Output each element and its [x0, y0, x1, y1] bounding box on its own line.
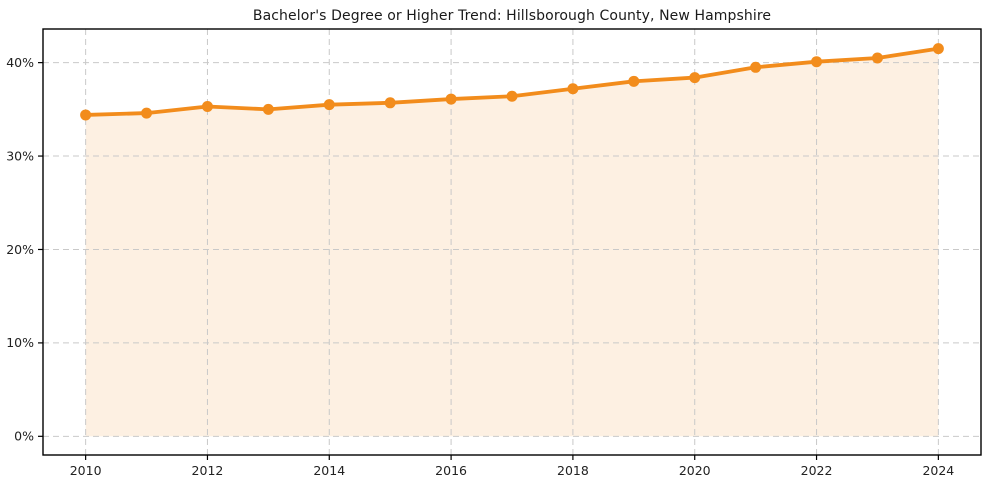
y-tick-label: 40%: [6, 55, 34, 70]
data-point: [871, 52, 883, 64]
x-tick-label: 2024: [922, 463, 954, 478]
x-tick-label: 2020: [679, 463, 711, 478]
data-point: [141, 107, 153, 119]
data-point: [201, 101, 213, 113]
data-point: [323, 99, 335, 111]
x-tick-label: 2018: [557, 463, 589, 478]
data-point: [506, 90, 518, 102]
y-tick-label: 30%: [6, 148, 34, 163]
plot-border: [42, 28, 982, 456]
chart-title: Bachelor's Degree or Higher Trend: Hills…: [252, 8, 772, 24]
y-tick-label: 20%: [6, 242, 34, 257]
x-tick-label: 2014: [313, 463, 345, 478]
x-tick-label: 2022: [801, 463, 833, 478]
area-fill: [85, 48, 939, 437]
data-point: [932, 43, 944, 55]
x-tick-label: 2010: [70, 463, 102, 478]
data-point: [80, 109, 92, 121]
x-tick-label: 2016: [435, 463, 467, 478]
data-point: [750, 61, 762, 73]
data-point: [628, 75, 640, 87]
y-tick-label: 10%: [6, 335, 34, 350]
data-point: [262, 103, 274, 115]
data-point: [689, 72, 701, 84]
data-point: [445, 93, 457, 105]
x-tick-label: 2012: [192, 463, 224, 478]
y-tick-label: 0%: [14, 429, 34, 444]
data-point: [567, 83, 579, 95]
data-point: [384, 97, 396, 109]
data-point: [811, 56, 823, 68]
